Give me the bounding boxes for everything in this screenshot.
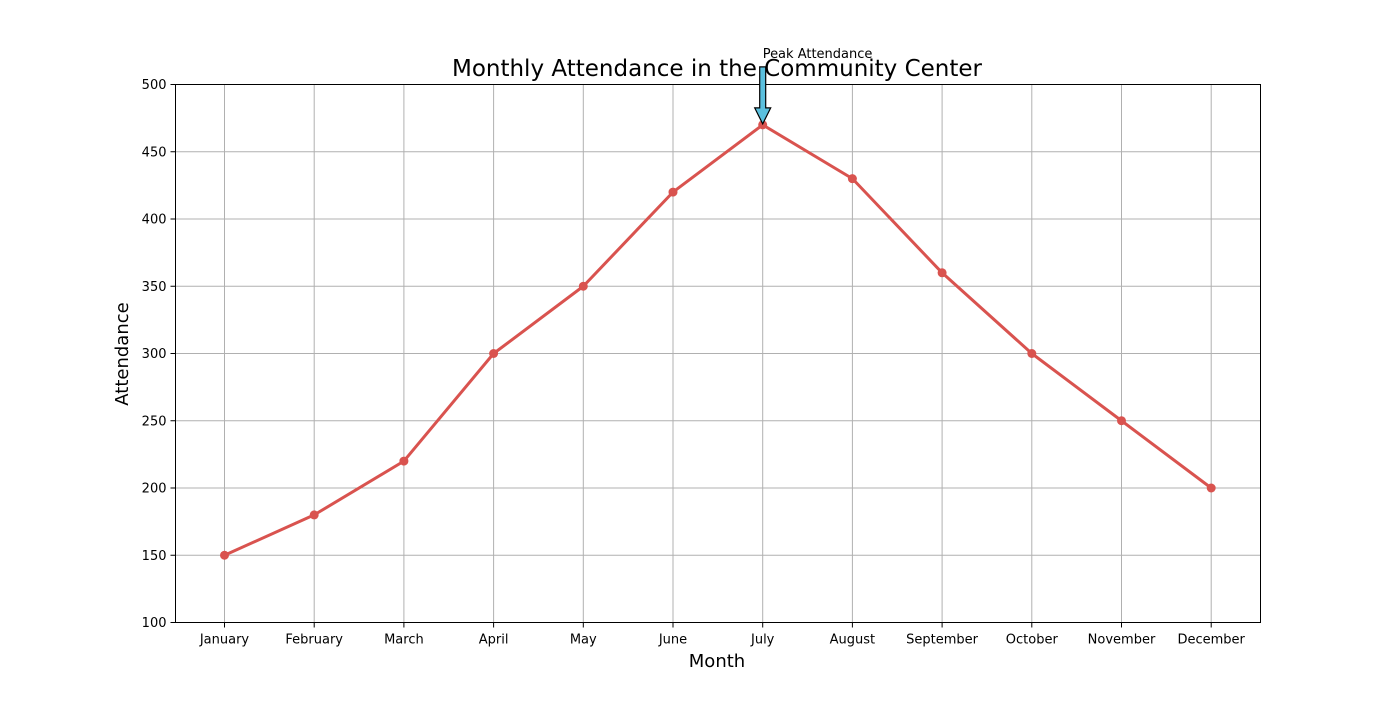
data-point	[847, 174, 857, 184]
series-layer	[220, 120, 1216, 560]
data-point	[489, 349, 499, 358]
data-point	[399, 456, 409, 466]
y-tick-label: 500	[142, 78, 167, 93]
y-tick-label: 450	[142, 145, 167, 160]
data-point	[937, 268, 947, 278]
data-point	[578, 281, 588, 291]
x-axis-label: Month	[689, 651, 745, 672]
x-tick-label: February	[285, 633, 343, 648]
y-tick-label: 400	[142, 213, 167, 228]
x-tick-label: April	[479, 633, 509, 648]
x-tick-label: August	[830, 633, 876, 648]
data-point	[668, 187, 678, 197]
annotation-arrow	[753, 66, 772, 126]
chart-title: Monthly Attendance in the Community Cent…	[452, 56, 983, 82]
x-tick-label: September	[906, 633, 979, 648]
x-tick-label: May	[570, 633, 597, 648]
x-tick-label: December	[1177, 633, 1245, 648]
x-tick-label: October	[1006, 633, 1059, 648]
data-point	[220, 550, 229, 560]
series-line	[223, 123, 1213, 557]
x-tick-label: July	[750, 633, 775, 648]
x-tick-label: January	[199, 633, 250, 648]
y-tick-label: 100	[142, 616, 167, 631]
data-point	[1027, 349, 1037, 358]
y-tick-label: 300	[142, 347, 167, 362]
annotation-label: Peak Attendance	[763, 47, 873, 62]
y-tick-label: 200	[142, 482, 167, 497]
ticks: January February March April May June July Augu…	[142, 78, 1246, 648]
y-tick-label: 150	[142, 549, 167, 564]
x-tick-label: June	[658, 633, 687, 648]
data-point	[309, 510, 319, 520]
data-point	[1206, 483, 1216, 493]
data-point	[1117, 416, 1126, 426]
x-tick-label: March	[384, 633, 424, 648]
annotations: Peak Attendance	[753, 47, 873, 126]
y-tick-label: 250	[142, 414, 167, 429]
x-tick-label: November	[1088, 633, 1156, 648]
y-axis-label: Attendance	[112, 302, 133, 405]
y-tick-label: 350	[142, 280, 167, 295]
grid	[175, 84, 1261, 623]
